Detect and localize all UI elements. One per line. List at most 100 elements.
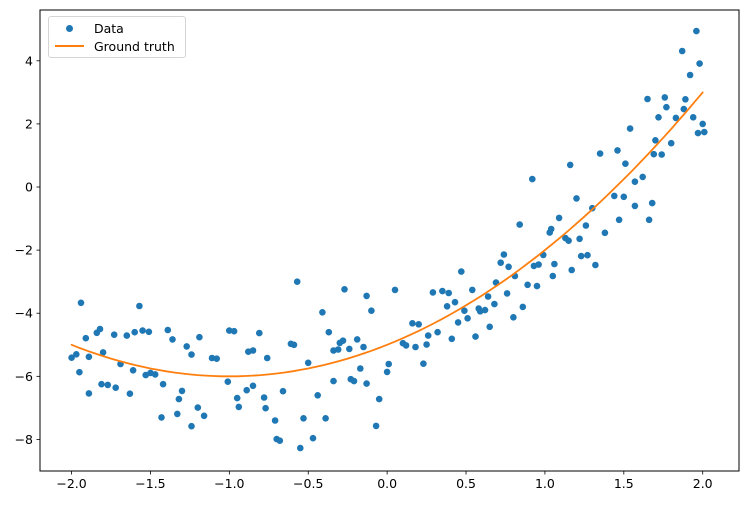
data-point [497,259,505,267]
x-tick-label: −0.5 [293,476,323,491]
data-point [188,422,195,430]
data-point [516,221,523,228]
data-point [194,404,202,411]
y-tick-label: −6 [15,369,33,384]
data-point [429,289,437,296]
data-point [99,349,107,356]
data-point [524,281,531,289]
data-point [615,216,623,224]
data-point [341,286,348,293]
data-point [620,193,628,201]
data-point [330,377,337,385]
data-point [412,343,419,351]
data-point [658,151,665,158]
x-tick-label: 1.5 [614,476,634,491]
data-point [357,365,364,372]
data-point [484,293,492,300]
data-point [486,323,494,331]
data-point [164,326,172,334]
data-point [363,380,370,387]
legend-label-data: Data [94,20,124,36]
data-dot-icon [65,24,73,32]
data-point [290,341,298,349]
data-point [314,392,322,399]
data-point [255,329,263,337]
data-point [139,327,146,334]
data-point [699,120,706,128]
data-point [481,306,489,314]
data-point [584,251,591,259]
data-point [645,216,653,224]
data-point [448,335,456,343]
data-point [196,333,203,341]
data-point [334,346,342,353]
data-point [353,336,361,343]
data-point [372,422,380,430]
x-tick-label: −1.0 [214,476,244,491]
data-point [304,359,312,367]
x-tick-label: 0.0 [377,476,397,491]
data-point [339,337,347,345]
data-point [461,307,468,315]
y-tick-label: 0 [25,180,33,195]
scatter-marker-icon [49,24,89,32]
data-point [469,286,476,294]
data-point [233,394,241,402]
data-point [454,319,462,326]
data-point [420,360,427,368]
data-point [576,235,583,243]
data-point [614,147,621,154]
data-point [533,282,541,290]
data-point [385,360,393,368]
data-point [123,332,131,339]
data-point [243,386,250,394]
legend: Data Ground truth [48,16,186,58]
data-point [183,343,190,350]
data-point [260,394,268,401]
data-point [682,96,689,103]
data-point [169,336,176,343]
data-point [535,261,542,268]
data-point [226,327,233,334]
x-tick-label: 0.5 [456,476,476,491]
data-point [297,444,304,452]
data-point [680,105,688,113]
data-point [363,292,370,300]
data-point [696,60,703,67]
data-point [672,114,680,122]
data-point [491,300,498,308]
y-tick-label: 2 [25,116,33,131]
data-point [96,325,104,333]
data-point [663,103,670,111]
data-point [566,161,574,169]
data-point [325,328,333,336]
data-point [701,128,708,136]
data-point [601,229,609,237]
data-point [213,355,220,363]
data-point [549,272,557,280]
data-point [568,266,575,274]
data-point [503,290,511,297]
data-point [322,415,329,422]
data-point [224,378,232,386]
data-point [368,307,375,315]
data-point [661,94,669,101]
data-point [505,263,512,271]
data-point [276,437,284,445]
data-point [445,289,453,297]
data-point [271,417,279,424]
y-tick-label: −8 [15,432,33,447]
data-point [565,237,572,244]
data-point [650,150,658,158]
data-point [131,328,138,336]
data-point [145,328,153,336]
data-point [129,367,137,374]
data-point [391,286,399,294]
y-tick-label: −4 [15,306,33,321]
data-point [639,173,646,181]
data-point [263,354,271,362]
legend-label-ground-truth: Ground truth [94,38,175,54]
data-point [110,331,118,339]
data-point [529,175,536,183]
